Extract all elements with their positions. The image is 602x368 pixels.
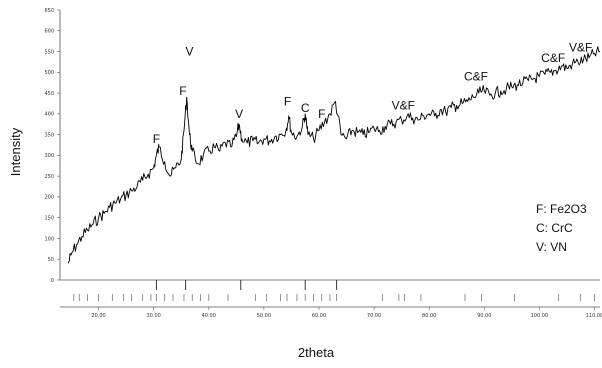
y-tick-label: 150	[44, 215, 54, 221]
y-tick-label: 350	[44, 132, 54, 138]
y-tick-label: 500	[44, 70, 54, 76]
legend: F: Fe2O3 C: CrC V: VN	[536, 202, 587, 254]
x-tick-label: 50.00	[257, 313, 271, 319]
x-tick-label: 20.00	[91, 313, 105, 319]
y-tick-label: 0	[51, 278, 54, 284]
series-line	[67, 46, 601, 264]
y-tick-label: 450	[44, 91, 54, 97]
y-tick-label: 50	[48, 257, 54, 263]
y-tick-label: 650	[44, 8, 54, 14]
x-tick-label: 40.00	[202, 313, 216, 319]
peak-label: F	[179, 84, 186, 98]
legend-item-v: V: VN	[536, 240, 567, 254]
y-tick-label: 300	[44, 153, 54, 159]
x-tick-label: 70.00	[367, 313, 381, 319]
x-tick-label: 30.00	[147, 313, 161, 319]
peak-label: C	[301, 101, 310, 115]
x-tick-label: 80.00	[422, 313, 436, 319]
y-axis: 0 50 100 150 200 250 300 350 400 450 500 550 600 650	[44, 8, 61, 284]
x-tick-label: 90.00	[477, 313, 491, 319]
y-tick-label: 600	[44, 29, 54, 35]
peak-label: C&F	[541, 51, 565, 65]
y-tick-label: 100	[44, 236, 54, 242]
x-axis-title: 2theta	[298, 345, 335, 360]
x-tick-label: 110.00	[586, 313, 602, 319]
peak-label: F	[318, 107, 325, 121]
y-tick-label: 550	[44, 49, 54, 55]
x-tick-label: 100.00	[531, 313, 549, 319]
legend-item-c: C: CrC	[536, 221, 573, 235]
peak-label: V	[235, 107, 243, 121]
y-tick-label: 200	[44, 195, 54, 201]
y-tick-label: 400	[44, 112, 54, 118]
y-tick-label: 250	[44, 174, 54, 180]
series-layer	[67, 46, 601, 264]
peak-label: F	[284, 95, 291, 109]
legend-item-f: F: Fe2O3	[536, 202, 587, 216]
x-tick-label: 60.00	[312, 313, 326, 319]
y-axis-title: Intensity	[8, 127, 23, 176]
peak-label: F	[153, 132, 160, 146]
peak-label: C&F	[464, 70, 488, 84]
x-axis: 20.00 30.00 40.00 50.00 60.00 70.00 80.00 90.00…	[60, 279, 602, 319]
peak-label: V&F	[569, 41, 592, 55]
reference-ticks	[73, 294, 595, 301]
peak-label: V	[185, 45, 193, 59]
peak-label: V&F	[392, 99, 415, 113]
reference-lines	[155, 280, 338, 290]
